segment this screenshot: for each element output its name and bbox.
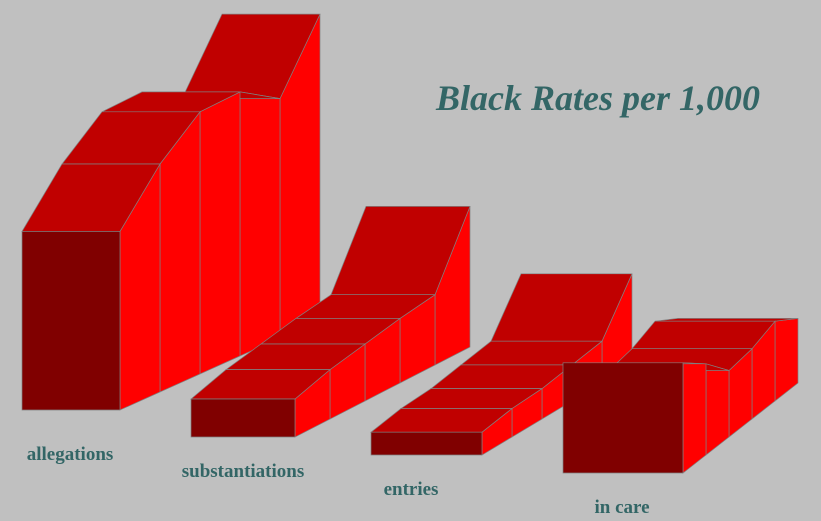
ribbon-side	[199, 91, 241, 375]
series-label: in care	[594, 497, 649, 518]
ribbon-front	[190, 398, 296, 438]
series-label: entries	[384, 479, 439, 500]
ribbon-front	[21, 231, 121, 411]
ribbon-side	[239, 91, 281, 357]
chart-title: Black Rates per 1,000	[435, 78, 760, 118]
ribbon-side	[682, 362, 707, 474]
series-label: allegations	[27, 444, 114, 465]
ribbon-front	[370, 431, 483, 456]
ribbon-top	[654, 318, 799, 322]
ribbon-top	[631, 320, 776, 350]
series-label: substantiations	[182, 461, 305, 482]
ribbon-front	[562, 362, 684, 474]
